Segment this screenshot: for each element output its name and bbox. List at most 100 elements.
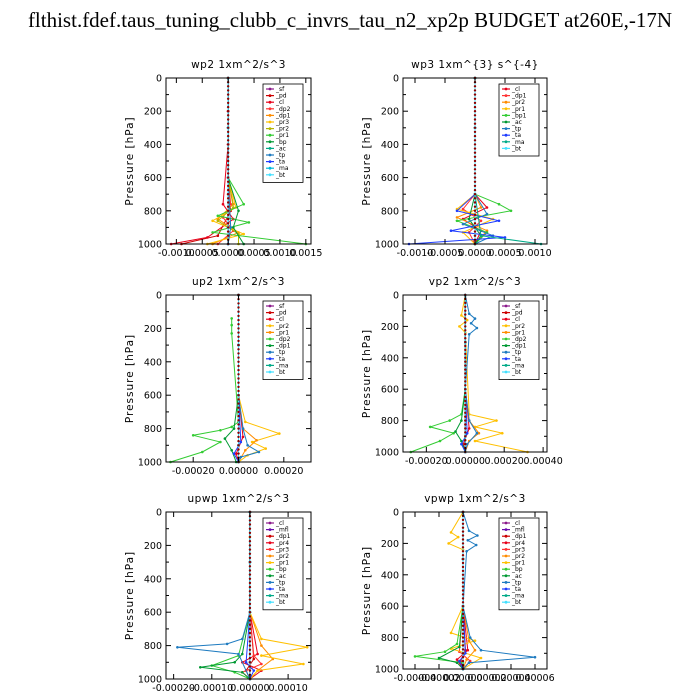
zero-profile-marker bbox=[473, 172, 477, 175]
legend-entry: _pr2 bbox=[275, 553, 289, 560]
zero-profile-marker bbox=[226, 226, 230, 229]
y-axis-label: Pressure [hPa] bbox=[361, 116, 373, 205]
x-tick-label: -0.00004 bbox=[394, 673, 437, 684]
series-line-pr2 bbox=[455, 78, 488, 245]
legend-marker bbox=[268, 114, 272, 117]
data-point bbox=[485, 206, 489, 209]
zero-profile-marker bbox=[226, 93, 230, 96]
data-point bbox=[479, 219, 483, 223]
data-point bbox=[260, 644, 263, 647]
legend-marker bbox=[504, 100, 508, 104]
series-line-ac bbox=[437, 512, 464, 670]
zero-profile-marker bbox=[464, 442, 467, 446]
zero-profile-marker bbox=[461, 656, 465, 659]
data-point bbox=[465, 431, 469, 435]
data-point bbox=[219, 429, 222, 432]
zero-profile-marker bbox=[248, 540, 252, 543]
legend-entry: _bt bbox=[275, 599, 286, 606]
data-point bbox=[230, 449, 233, 452]
data-point bbox=[476, 534, 479, 537]
x-tick-label: 0.0005 bbox=[237, 248, 270, 259]
zero-profile-marker bbox=[237, 377, 240, 380]
x-tick-label: 0.0000 bbox=[212, 248, 245, 259]
legend-entry: _dp1 bbox=[275, 112, 291, 119]
x-tick-label: -0.0005 bbox=[427, 248, 464, 259]
legend-entry: _tp bbox=[511, 349, 521, 356]
x-tick-label: 0.00002 bbox=[467, 673, 506, 684]
legend-marker bbox=[504, 561, 508, 564]
zero-profile-marker bbox=[226, 130, 230, 134]
legend-entry: _tp bbox=[275, 349, 285, 356]
data-point bbox=[454, 430, 457, 433]
zero-profile-marker bbox=[248, 560, 252, 564]
y-tick-label: 1000 bbox=[375, 665, 399, 676]
data-point bbox=[232, 452, 236, 455]
series-line-dp2 bbox=[170, 318, 240, 463]
x-tick-label: -0.0010 bbox=[158, 248, 195, 259]
data-point bbox=[466, 648, 470, 652]
legend-marker bbox=[268, 344, 272, 347]
legend-marker bbox=[268, 127, 272, 130]
legend-marker bbox=[268, 100, 272, 104]
legend-entry: _dp1 bbox=[275, 533, 291, 540]
zero-profile-marker bbox=[464, 333, 467, 336]
data-point bbox=[509, 209, 513, 213]
legend-marker bbox=[504, 567, 508, 571]
data-point bbox=[211, 219, 214, 223]
zero-profile-marker bbox=[464, 305, 467, 308]
chart-panel-4: vp2 1xm^2/s^3 Pressure [hPa] 0 200 400 600 800… bbox=[361, 276, 563, 467]
legend-entry: _dp2 bbox=[275, 106, 291, 113]
y-tick-label: 200 bbox=[381, 539, 399, 550]
data-point bbox=[458, 325, 461, 328]
legend-marker bbox=[268, 594, 272, 597]
legend-marker bbox=[268, 357, 272, 361]
data-point bbox=[239, 455, 243, 459]
legend-marker bbox=[268, 587, 272, 591]
zero-profile-marker bbox=[248, 590, 252, 593]
zero-profile-marker bbox=[237, 402, 240, 405]
legend-entry: _ac bbox=[511, 573, 522, 580]
legend-marker bbox=[504, 370, 508, 374]
x-tick-label: 0.00000 bbox=[443, 673, 482, 684]
data-point bbox=[428, 425, 432, 429]
legend-marker bbox=[504, 344, 508, 347]
zero-profile-marker bbox=[237, 406, 240, 409]
x-tick-label: -0.00020 bbox=[405, 456, 448, 467]
zero-profile-marker bbox=[473, 168, 477, 171]
data-point bbox=[244, 449, 247, 452]
x-tick-label: 0.00020 bbox=[485, 456, 524, 467]
data-point bbox=[234, 452, 238, 455]
zero-profile-marker bbox=[248, 548, 252, 551]
zero-profile-marker bbox=[464, 340, 467, 344]
zero-profile-marker bbox=[248, 631, 252, 635]
legend-entry: _pr3 bbox=[275, 546, 289, 553]
y-axis-label: Pressure [hPa] bbox=[124, 551, 136, 640]
legend: _sf_pd_cl_pr2_pr1_dp2_dp1_tp_ta_ma_bt bbox=[498, 300, 540, 380]
chart-panel-6: vpwp 1xm^2/s^3 Pressure [hPa] 0 200 400 600 80… bbox=[361, 493, 555, 684]
zero-profile-marker bbox=[237, 381, 240, 384]
data-point bbox=[458, 659, 461, 663]
y-tick-label: 0 bbox=[156, 291, 162, 302]
series-line-pr3 bbox=[207, 78, 246, 245]
data-point bbox=[260, 637, 263, 641]
data-point bbox=[244, 420, 247, 424]
legend-entry: _pr3 bbox=[275, 119, 289, 126]
data-point bbox=[241, 637, 244, 641]
zero-profile-marker bbox=[464, 360, 467, 363]
legend-entry: _cl bbox=[511, 316, 520, 323]
zero-profile-marker bbox=[464, 431, 467, 434]
zero-profile-marker bbox=[248, 619, 252, 622]
zero-profile-marker bbox=[461, 581, 465, 584]
y-tick-label: 1000 bbox=[138, 675, 162, 686]
zero-profile-marker bbox=[248, 636, 252, 639]
data-point bbox=[455, 658, 459, 661]
legend-entry: _bp bbox=[275, 139, 287, 146]
legend-marker bbox=[504, 147, 508, 150]
data-point bbox=[495, 419, 498, 422]
zero-profile-marker bbox=[237, 427, 240, 430]
zero-profile-marker bbox=[248, 523, 252, 526]
legend-entry: _bt bbox=[275, 172, 286, 179]
legend-entry: _dp2 bbox=[511, 336, 527, 343]
legend-marker bbox=[268, 331, 272, 334]
zero-profile-marker bbox=[464, 337, 467, 340]
